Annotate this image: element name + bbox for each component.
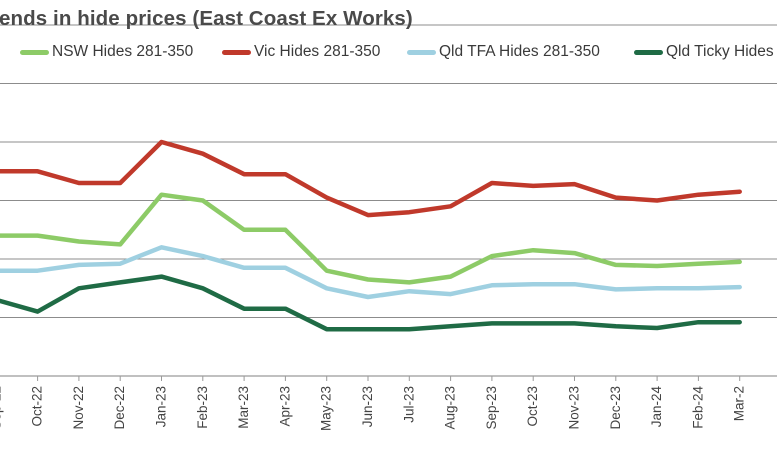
x-tick-label: Apr-23 — [277, 386, 292, 427]
x-tick-label: Dec-22 — [112, 386, 127, 430]
series-line-3 — [0, 274, 742, 332]
x-tick-label: Sep-23 — [484, 386, 499, 430]
x-tick-label: Jul-23 — [401, 386, 416, 423]
legend-label: Qld Ticky Hides — [666, 43, 774, 60]
series-line-2 — [0, 245, 742, 300]
x-tick-label: Mar-2 — [732, 386, 747, 421]
legend-item-qld-tfa: Qld TFA Hides 281-350 — [407, 40, 600, 64]
x-tick-label: Feb-24 — [690, 386, 705, 429]
x-tick-label: Feb-23 — [195, 386, 210, 429]
x-tick-label: Aug-23 — [443, 386, 458, 430]
legend-swatch — [407, 49, 436, 55]
legend-label: NSW Hides 281-350 — [52, 43, 194, 60]
legend-item-vic: Vic Hides 281-350 — [222, 40, 380, 64]
legend-swatch — [634, 49, 663, 55]
series-line-0 — [0, 192, 742, 285]
chart-title: ends in hide prices (East Coast Ex Works… — [0, 7, 413, 30]
series-line-1 — [0, 139, 742, 218]
x-tick-label: Nov-23 — [567, 386, 582, 430]
x-tick-label: Mar-23 — [236, 386, 251, 429]
x-tick-label: May-23 — [319, 386, 334, 431]
legend-item-qld-ticky: Qld Ticky Hides — [634, 40, 774, 64]
x-tick-labels: Sep-22 Oct-22 Nov-22 Dec-22 Jan-23 Feb-23 Mar-… — [0, 386, 747, 432]
x-tick-label: Nov-22 — [71, 386, 86, 430]
legend-label: Qld TFA Hides 281-350 — [439, 43, 600, 60]
x-tick-label: Sep-22 — [0, 386, 3, 430]
x-tick-label: Oct-23 — [525, 386, 540, 427]
legend-swatch — [20, 49, 49, 55]
x-tick-label: Dec-23 — [608, 386, 623, 430]
gridlines — [0, 24, 777, 318]
x-tick-label: Jan-24 — [649, 386, 664, 428]
legend-label: Vic Hides 281-350 — [254, 43, 381, 60]
legend-swatch — [222, 49, 251, 55]
series-lines — [0, 139, 742, 332]
x-tick-label: Jun-23 — [360, 386, 375, 427]
x-tick-label: Jan-23 — [154, 386, 169, 427]
legend: NSW Hides 281-350 Vic Hides 281-350 Qld … — [0, 40, 777, 64]
x-axis — [0, 375, 777, 381]
legend-item-nsw: NSW Hides 281-350 — [20, 40, 193, 64]
x-tick-label: Oct-22 — [30, 386, 45, 427]
